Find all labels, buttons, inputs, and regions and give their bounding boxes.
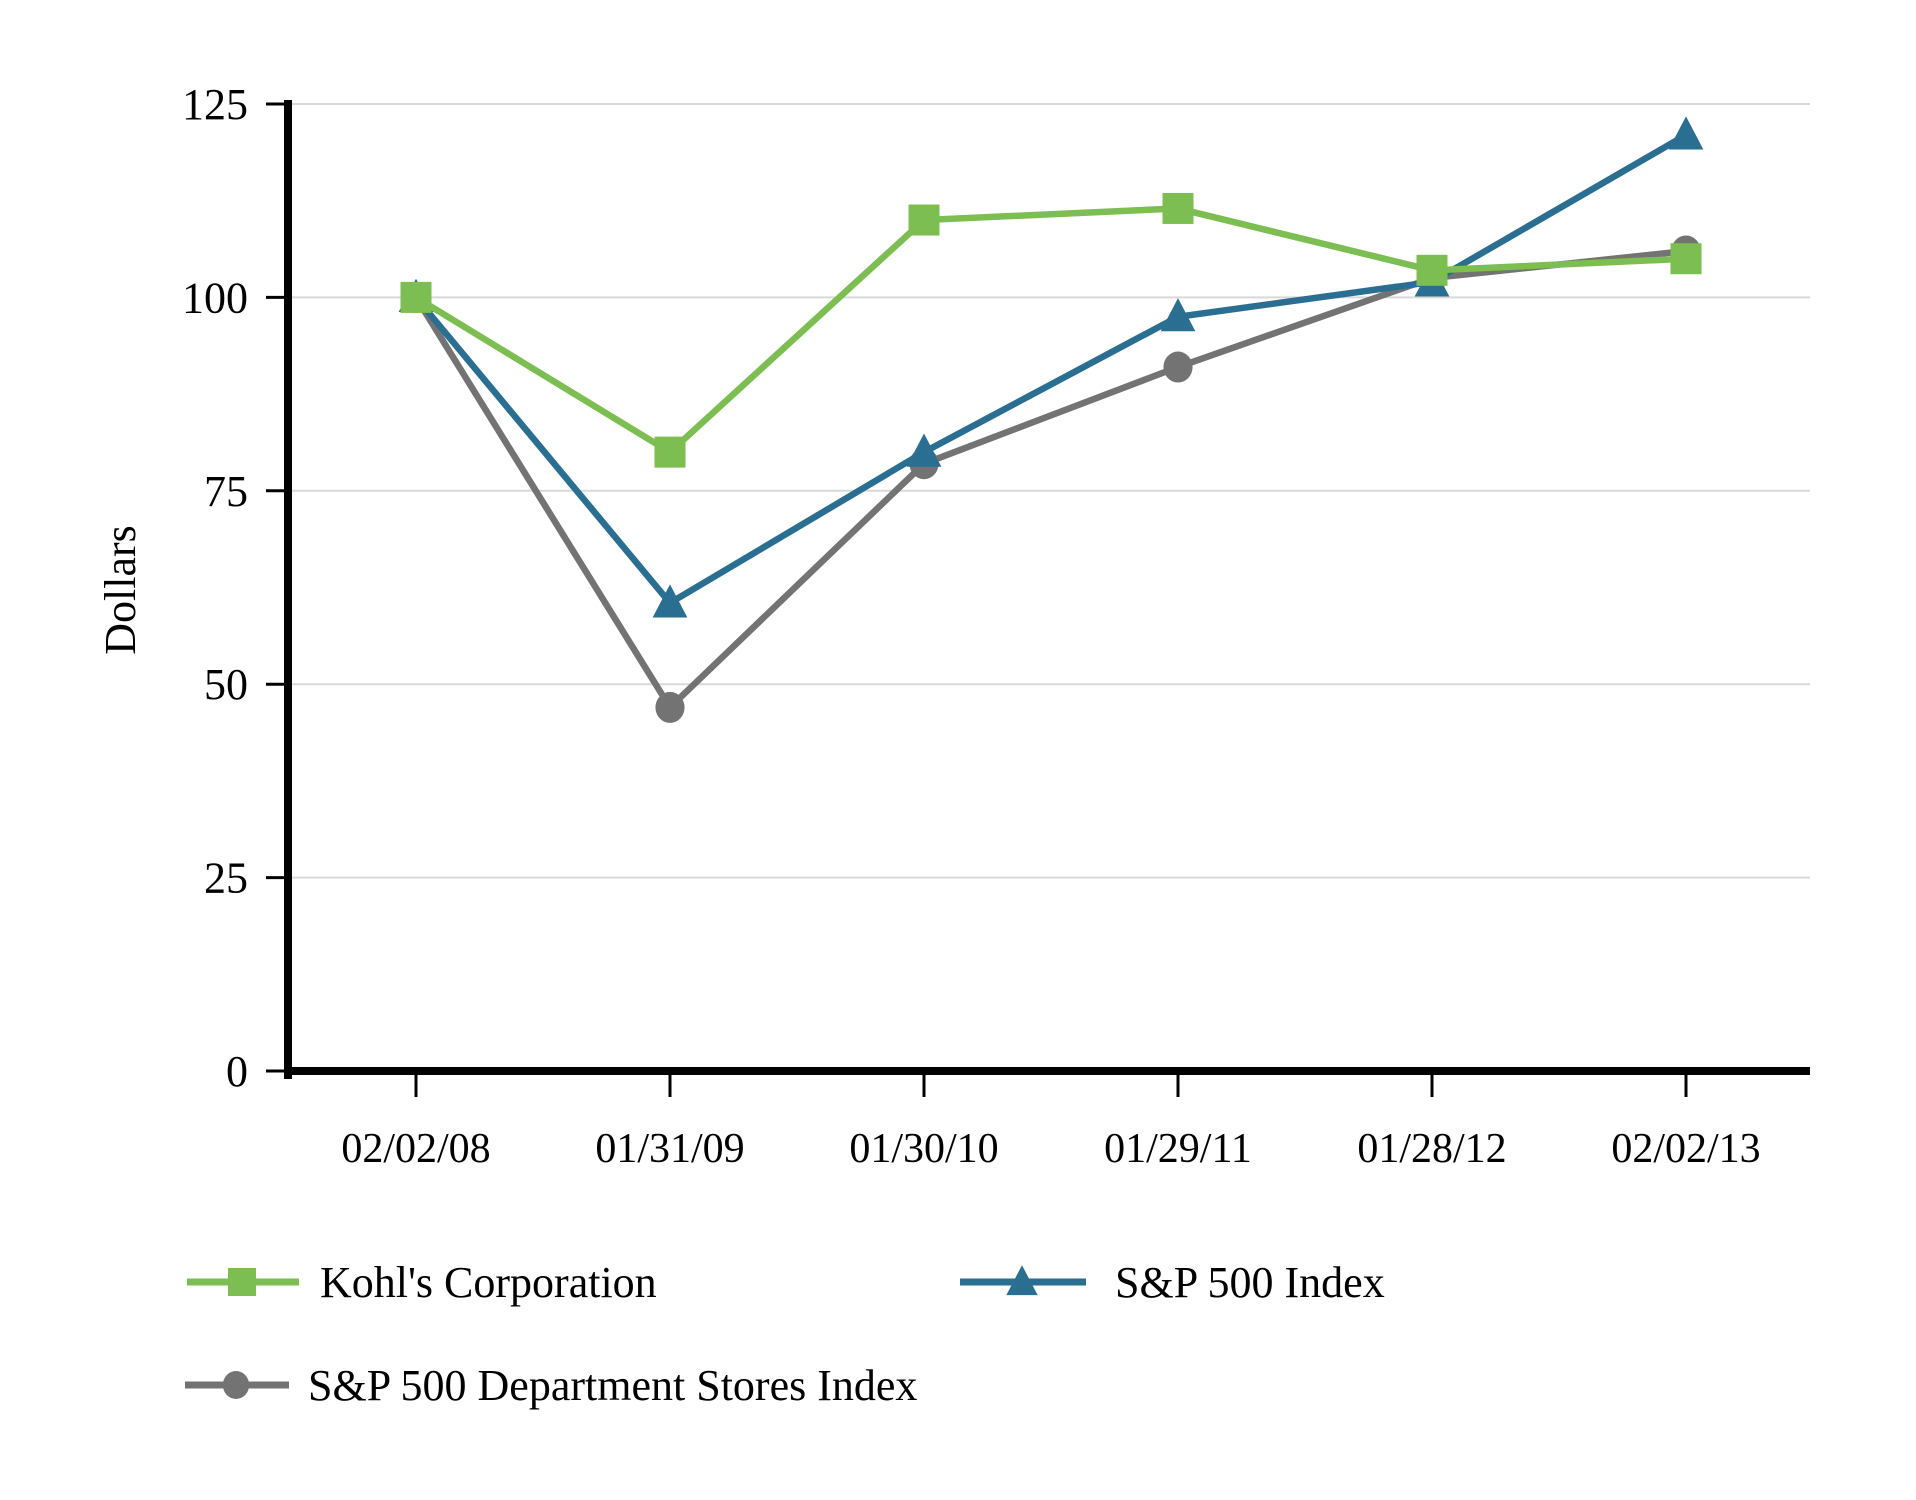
data-point-s-p-500-department-stores-index-01-31-09 <box>655 691 685 723</box>
x-axis-tick-label: 01/29/11 <box>1104 1126 1252 1172</box>
y-axis-tick-label: 0 <box>226 1047 248 1096</box>
y-axis-title: Dollars <box>96 525 145 655</box>
y-axis-tick-label: 25 <box>204 854 248 903</box>
y-axis-tick-label: 50 <box>204 660 248 709</box>
y-axis-tick-label: 125 <box>182 80 248 129</box>
data-point-s-p-500-index-01-31-09 <box>652 584 688 618</box>
axis-labels-layer: 0 25 50 75 100 125 02/02/08 01/31/09 01/30/10 01/… <box>182 80 1761 1172</box>
legend-label: S&P 500 Department Stores Index <box>308 1361 917 1410</box>
x-axis-tick-label: 01/31/09 <box>595 1126 744 1172</box>
legend-square-marker <box>228 1268 256 1296</box>
series-s-p-500-department-stores-index <box>401 235 1701 723</box>
data-point-kohl-s-corporation-01-30-10 <box>908 204 940 236</box>
series-line-s-p-500-index <box>413 132 1688 608</box>
x-axis-tick-label: 01/28/12 <box>1357 1126 1506 1172</box>
legend-circle-marker <box>222 1371 250 1399</box>
legend-item-kohl-s-corporation: Kohl's Corporation <box>187 1258 657 1307</box>
x-axis-line <box>284 1067 1810 1075</box>
legend-item-s-p-500-department-stores-index: S&P 500 Department Stores Index <box>185 1361 917 1410</box>
legend-triangle-marker <box>1006 1265 1038 1296</box>
data-point-s-p-500-index-01-29-11 <box>1160 298 1196 332</box>
legend-label: Kohl's Corporation <box>320 1258 657 1307</box>
data-point-s-p-500-index-01-30-10 <box>906 433 942 467</box>
y-axis-line <box>284 100 292 1079</box>
data-point-kohl-s-corporation-02-02-08 <box>400 281 432 313</box>
x-axis-tick-label: 01/30/10 <box>849 1126 998 1172</box>
y-axis-tick-label: 100 <box>182 273 248 322</box>
y-axis-tick-label: 75 <box>204 467 248 516</box>
data-point-kohl-s-corporation-01-29-11 <box>1162 192 1194 224</box>
legend-label: S&P 500 Index <box>1115 1258 1385 1307</box>
series-line-s-p-500-department-stores-index <box>413 247 1687 713</box>
legend-item-s-p-500-index: S&P 500 Index <box>960 1258 1385 1307</box>
data-point-kohl-s-corporation-01-28-12 <box>1416 254 1448 286</box>
axes-layer <box>266 100 1810 1097</box>
series-s-p-500-index <box>398 116 1704 618</box>
x-axis-tick-label: 02/02/08 <box>341 1126 490 1172</box>
series-kohl-s-corporation <box>400 192 1702 468</box>
x-axis-tick-label: 02/02/13 <box>1611 1126 1760 1172</box>
data-point-s-p-500-department-stores-index-01-29-11 <box>1163 351 1193 383</box>
legend: Kohl's Corporation S&P 500 Index S&P 500 D… <box>185 1258 1385 1410</box>
data-point-kohl-s-corporation-02-02-13 <box>1670 243 1702 275</box>
series-layer <box>398 116 1704 723</box>
data-point-kohl-s-corporation-01-31-09 <box>654 436 686 468</box>
series-line-kohl-s-corporation <box>414 205 1687 457</box>
gridlines-layer <box>290 103 1810 879</box>
data-point-s-p-500-index-02-02-13 <box>1668 116 1704 150</box>
